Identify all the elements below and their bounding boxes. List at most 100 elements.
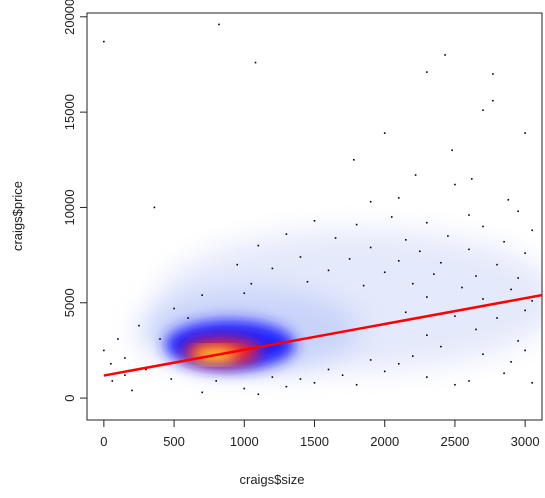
point: [243, 292, 246, 295]
point: [201, 294, 203, 296]
point: [103, 349, 105, 352]
point: [524, 349, 526, 352]
point: [397, 260, 400, 262]
point: [482, 109, 484, 112]
point: [531, 300, 533, 302]
y-tick-label: 5000: [62, 288, 77, 317]
y-axis-label: craigs$price: [10, 181, 25, 251]
point: [451, 149, 453, 152]
point: [271, 376, 274, 378]
point: [187, 317, 189, 319]
point: [369, 200, 372, 203]
point: [254, 61, 257, 64]
x-tick-label: 2500: [440, 434, 469, 449]
point: [353, 158, 355, 161]
point: [173, 307, 175, 310]
point: [362, 284, 365, 287]
point: [454, 183, 456, 186]
point: [492, 99, 494, 102]
x-tick-label: 1500: [300, 434, 329, 449]
point: [510, 288, 512, 291]
point: [524, 309, 526, 312]
x-tick-label: 2000: [370, 434, 399, 449]
point: [201, 391, 203, 394]
point: [461, 286, 463, 289]
point: [482, 298, 484, 300]
point: [299, 378, 302, 380]
point: [153, 206, 156, 209]
point: [110, 362, 112, 365]
point: [383, 370, 386, 373]
x-axis-label: craigs$size: [239, 472, 304, 487]
point: [383, 271, 386, 274]
point: [138, 324, 140, 327]
point: [285, 233, 288, 235]
point: [131, 389, 133, 392]
point: [444, 54, 446, 56]
point: [218, 23, 220, 26]
point: [426, 376, 428, 378]
point: [524, 252, 526, 254]
regression-line: [103, 293, 542, 377]
point: [257, 244, 260, 247]
y-tick-label: 15000: [62, 94, 77, 130]
point: [369, 246, 372, 249]
point: [426, 334, 428, 336]
point: [468, 380, 470, 382]
point: [419, 250, 421, 253]
point: [475, 328, 477, 331]
point: [517, 340, 519, 342]
point: [414, 174, 417, 176]
point: [341, 374, 344, 377]
point: [257, 393, 260, 396]
y-tick-label: 0: [62, 394, 77, 401]
point: [468, 248, 470, 251]
point: [482, 225, 484, 228]
point: [159, 338, 161, 340]
point: [243, 387, 246, 390]
point: [355, 223, 358, 226]
y-tick-label: 10000: [62, 189, 77, 225]
point: [447, 235, 449, 237]
point: [426, 71, 428, 73]
point: [412, 355, 414, 357]
point: [285, 385, 288, 388]
point: [306, 280, 309, 283]
point: [531, 229, 533, 232]
point: [470, 178, 473, 180]
point: [496, 317, 498, 319]
point: [327, 368, 330, 371]
point: [327, 269, 330, 272]
point: [426, 221, 428, 224]
point: [124, 357, 126, 359]
point: [271, 267, 274, 270]
point: [103, 40, 105, 43]
point: [454, 383, 456, 386]
point: [117, 338, 119, 340]
y-tick-label: 20000: [62, 0, 77, 35]
x-tick-label: 500: [163, 434, 185, 449]
point: [313, 219, 316, 222]
point: [531, 382, 533, 384]
point: [334, 237, 337, 239]
point: [124, 374, 126, 377]
point: [404, 311, 407, 314]
point: [397, 197, 400, 199]
point: [510, 361, 512, 363]
point: [503, 240, 505, 243]
point: [468, 214, 470, 216]
point: [482, 353, 484, 356]
point: [475, 275, 477, 277]
point: [454, 315, 456, 317]
point: [111, 380, 114, 382]
x-tick-label: 3000: [511, 434, 540, 449]
point: [215, 380, 217, 382]
point: [496, 263, 498, 266]
point: [492, 73, 494, 75]
point: [517, 210, 519, 213]
point: [440, 261, 442, 264]
point: [433, 273, 435, 275]
density: [140, 230, 542, 370]
